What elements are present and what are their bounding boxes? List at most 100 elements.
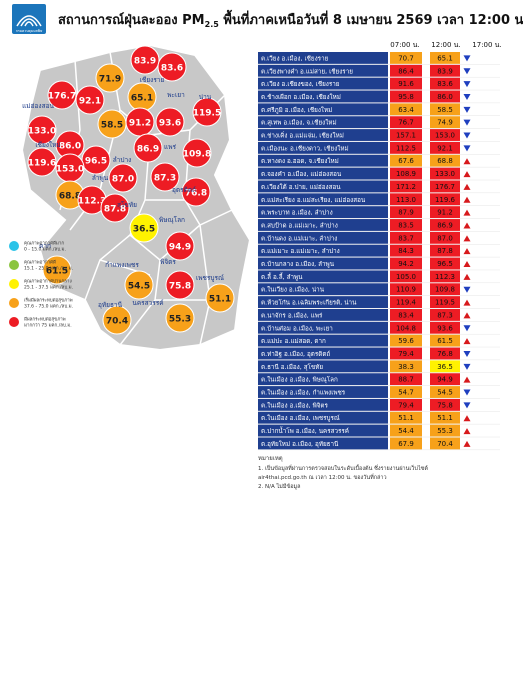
province-label: แม่ฮ่องสอน bbox=[22, 102, 54, 110]
province-label: ลำปาง bbox=[113, 156, 132, 164]
cell-12 bbox=[430, 64, 460, 77]
trend-arrow bbox=[463, 440, 471, 447]
value-07: 119.4 bbox=[396, 299, 417, 307]
trend-arrow bbox=[463, 338, 471, 345]
legend-range: 15.1 - 25.0 มคก./ลบ.ม. bbox=[24, 266, 73, 272]
pm-bubble bbox=[150, 162, 180, 192]
legend-label: คุณภาพอากาศปานกลาง bbox=[24, 279, 72, 285]
cell-12 bbox=[430, 309, 460, 321]
row-label-bg bbox=[258, 360, 388, 373]
station-name: ต.ในเวียง อ.เมือง, น่าน bbox=[261, 286, 325, 294]
trend-arrow bbox=[463, 171, 471, 178]
cell-12 bbox=[430, 411, 460, 424]
row-label-bg bbox=[258, 244, 388, 257]
value-07: 63.4 bbox=[398, 106, 414, 114]
legend-swatch bbox=[9, 241, 19, 251]
trend-arrow bbox=[463, 350, 471, 357]
bubble-value: 176.7 bbox=[48, 92, 76, 102]
value-07: 79.4 bbox=[398, 401, 414, 409]
value-07: 70.7 bbox=[398, 54, 414, 62]
row-label-bg bbox=[258, 257, 388, 270]
province-label: เพชรบูรณ์ bbox=[196, 274, 224, 282]
row-label-bg bbox=[258, 437, 388, 450]
pm-bubble bbox=[182, 138, 212, 168]
title-part: สถานการณ์ฝุ่นละออง PM bbox=[58, 12, 205, 28]
legend-label: มีผลกระทบต่อสุขภาพ bbox=[24, 317, 66, 323]
cell-07 bbox=[390, 296, 422, 308]
cell-07 bbox=[390, 154, 422, 167]
trend-arrow bbox=[463, 222, 471, 229]
title-part: พื้นที่ภาคเหนือวันที่ 8 เมษายน 2569 เวลา… bbox=[219, 9, 523, 28]
province-label: น่าน bbox=[199, 93, 212, 101]
station-name: ต.เวียงใต้ อ.ปาย, แม่ฮ่องสอน bbox=[261, 183, 341, 191]
value-12: 91.2 bbox=[437, 209, 453, 217]
station-name: ต.ช้างเผือก อ.เมือง, เชียงใหม่ bbox=[261, 93, 341, 101]
station-name: ต.เวียงพางคำ อ.แม่สาย, เชียงราย bbox=[261, 67, 353, 75]
bubble-value: 87.0 bbox=[112, 175, 134, 185]
station-name: ต.ธานี อ.เมือง, สุโขทัย bbox=[261, 363, 323, 371]
bubble-value: 65.1 bbox=[131, 94, 153, 104]
value-07: 88.7 bbox=[398, 376, 414, 384]
trend-arrow bbox=[463, 428, 471, 435]
bubble-value: 133.0 bbox=[28, 127, 56, 137]
cell-12 bbox=[430, 244, 460, 257]
bubble-value: 36.5 bbox=[133, 225, 155, 235]
cell-12 bbox=[430, 360, 460, 373]
trend-arrow bbox=[463, 376, 471, 383]
row-label-bg bbox=[258, 180, 388, 193]
cell-12 bbox=[430, 116, 460, 129]
row-label-bg bbox=[258, 129, 388, 141]
trend-arrow bbox=[463, 158, 471, 165]
trend-arrow bbox=[463, 119, 471, 126]
cell-12 bbox=[430, 270, 460, 283]
value-07: 108.9 bbox=[396, 170, 416, 178]
row-label-bg bbox=[258, 386, 388, 398]
cell-07 bbox=[390, 424, 422, 437]
bubble-value: 75.8 bbox=[169, 282, 191, 292]
cell-07 bbox=[390, 437, 422, 450]
value-12: 87.0 bbox=[437, 234, 453, 242]
pm-bubble bbox=[42, 255, 72, 285]
trend-arrow bbox=[463, 132, 471, 139]
row-label-bg bbox=[258, 64, 388, 77]
trend-arrow bbox=[463, 415, 471, 422]
pm-bubble bbox=[192, 97, 222, 127]
cell-07 bbox=[390, 334, 422, 347]
trend-arrow bbox=[463, 183, 471, 190]
value-12: 36.5 bbox=[437, 363, 453, 371]
column-header: 12:00 น. bbox=[431, 41, 460, 49]
station-name: ต.นาจักร อ.เมือง, แพร่ bbox=[261, 311, 323, 319]
row-label-bg bbox=[258, 321, 388, 334]
pm-bubble bbox=[181, 177, 211, 207]
value-12: 112.3 bbox=[435, 273, 455, 281]
station-name: ต.ห้วยโก๋น อ.เฉลิมพระเกียรติ, น่าน bbox=[261, 299, 357, 307]
bubble-value: 87.8 bbox=[104, 205, 126, 215]
value-07: 83.5 bbox=[398, 221, 414, 229]
province-label: พะเยา bbox=[167, 91, 185, 99]
bubble-value: 83.6 bbox=[161, 64, 183, 74]
station-name: ต.สุเทพ อ.เมือง, จ.เชียงใหม่ bbox=[261, 119, 337, 127]
row-label-bg bbox=[258, 296, 388, 308]
bubble-value: 94.9 bbox=[169, 243, 191, 253]
note-item: 2. N/A ไม่มีข้อมูล bbox=[258, 483, 301, 490]
cell-07 bbox=[390, 219, 422, 231]
pm-bubble bbox=[124, 270, 154, 300]
pm-bubble bbox=[27, 147, 57, 177]
value-07: 105.0 bbox=[396, 273, 416, 281]
trend-arrow bbox=[463, 235, 471, 242]
station-name: ต.ท่าอิฐ อ.เมือง, อุตรดิตถ์ bbox=[261, 350, 330, 358]
row-label-bg bbox=[258, 334, 388, 347]
trend-arrow bbox=[463, 312, 471, 319]
legend-swatch bbox=[9, 298, 19, 308]
value-12: 51.1 bbox=[437, 414, 453, 422]
cell-12 bbox=[430, 321, 460, 334]
value-07: 91.6 bbox=[398, 80, 414, 88]
row-label-bg bbox=[258, 283, 388, 296]
value-12: 87.8 bbox=[437, 247, 453, 255]
legend-range: 37.6 - 75.0 มคก./ลบ.ม. bbox=[24, 304, 73, 310]
row-label-bg bbox=[258, 167, 388, 180]
logo-mark bbox=[16, 15, 42, 27]
legend-label: คุณภาพอากาศดี bbox=[24, 260, 56, 266]
station-name: ต.บ้านต๋อม อ.เมือง, พะเยา bbox=[261, 324, 333, 332]
